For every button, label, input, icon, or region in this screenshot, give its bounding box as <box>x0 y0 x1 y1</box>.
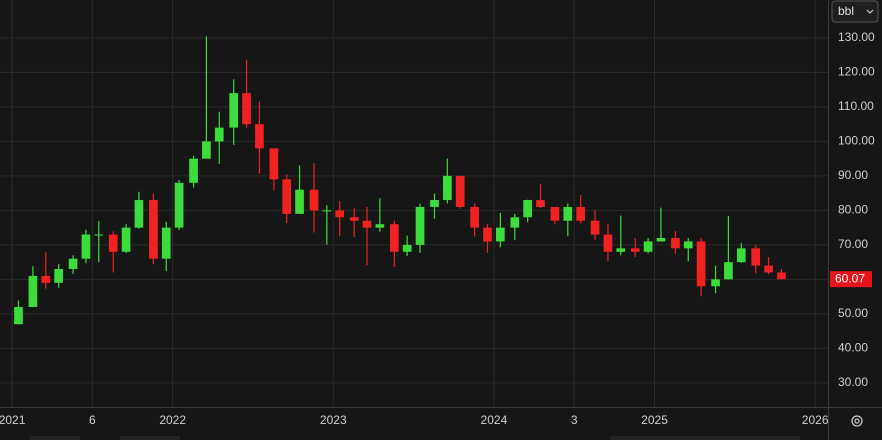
candle-body <box>455 175 465 207</box>
candle-body <box>94 234 104 236</box>
last-price-box <box>830 271 872 288</box>
candle-body <box>255 124 264 149</box>
candle-body <box>295 189 304 214</box>
candle-body <box>442 175 452 201</box>
candle-body <box>630 248 640 252</box>
candle-body <box>777 272 786 280</box>
settings-button[interactable] <box>851 415 863 427</box>
candle-body <box>149 200 158 259</box>
x-tick-label: 2024 <box>481 413 508 427</box>
chevron[interactable] <box>866 9 874 14</box>
candle-body <box>563 206 573 221</box>
candle-body <box>764 265 773 273</box>
candle-body <box>550 206 560 221</box>
y-tick-label: 50.00 <box>838 306 868 320</box>
candle-body <box>349 217 359 221</box>
y-tick-label: 130.00 <box>838 30 875 44</box>
candle-body <box>41 275 51 283</box>
candle-body <box>736 248 746 263</box>
candle-body <box>28 275 38 307</box>
x-tick-label: 3 <box>571 413 578 427</box>
candle-body <box>362 220 372 228</box>
candle-body <box>536 200 545 207</box>
candle-body <box>656 237 666 242</box>
y-tick-label: 80.00 <box>838 203 868 217</box>
candle-body <box>696 241 706 287</box>
candle-body <box>134 200 144 228</box>
unit-label[interactable]: bbl <box>838 4 854 18</box>
y-tick-label: 70.00 <box>838 237 868 251</box>
candle-body <box>603 234 613 252</box>
candle-body <box>590 220 600 235</box>
candle-body <box>121 227 131 252</box>
candle-body <box>402 244 412 252</box>
candle-body <box>683 241 693 249</box>
candle-body <box>108 234 118 252</box>
y-tick-label: 90.00 <box>838 168 868 182</box>
bottom-tabs <box>30 436 800 440</box>
candle-body <box>189 158 198 183</box>
tab[interactable] <box>30 436 80 440</box>
candle-body <box>711 279 720 287</box>
y-tick-label: 40.00 <box>838 341 868 355</box>
unit-box[interactable] <box>831 0 879 23</box>
candle-body <box>14 306 23 325</box>
candle-body <box>389 224 399 252</box>
candle-body <box>375 224 385 228</box>
y-tick-label: 110.00 <box>838 99 874 113</box>
x-tick-label: 6 <box>89 413 96 427</box>
candle-body <box>309 189 319 211</box>
settings-icon[interactable] <box>851 415 863 427</box>
candle-body <box>335 210 345 218</box>
candle-body <box>68 258 78 270</box>
candle-body <box>415 206 425 245</box>
candle-body <box>81 234 91 259</box>
last-price-label: 60.07 <box>835 271 865 285</box>
tab[interactable] <box>120 436 180 440</box>
candles <box>14 36 786 325</box>
candle-body <box>54 269 63 283</box>
y-tick-label: 30.00 <box>838 375 868 389</box>
axes: 30.0040.0050.0060.0070.0080.0090.00100.0… <box>0 30 875 427</box>
candle-body <box>202 141 211 159</box>
candle-body <box>242 93 251 125</box>
y-tick-label: 100.00 <box>838 134 875 148</box>
settings-icon-center[interactable] <box>854 418 860 424</box>
x-tick-label: 2026 <box>802 413 829 427</box>
candle-body <box>576 206 585 221</box>
candle-body <box>495 227 505 242</box>
candle-body <box>483 227 492 242</box>
candle-body <box>229 93 239 128</box>
tab[interactable] <box>610 436 800 440</box>
candle-body <box>671 237 680 249</box>
candle-body <box>322 210 332 212</box>
x-tick-label: 2021 <box>0 413 26 427</box>
candle-body <box>724 262 733 280</box>
candle-body <box>616 248 626 252</box>
x-tick-label: 2023 <box>320 413 347 427</box>
x-tick-label: 2025 <box>641 413 668 427</box>
candle-body <box>269 148 279 180</box>
candle-body <box>643 241 653 252</box>
candle-body <box>214 127 224 142</box>
x-tick-label: 2022 <box>159 413 186 427</box>
candle-body <box>161 227 171 259</box>
unit-selector[interactable]: bbl <box>831 0 879 23</box>
candle-body <box>470 206 479 228</box>
y-tick-label: 120.00 <box>838 65 875 79</box>
candle-body <box>174 182 184 228</box>
candle-body <box>430 200 439 207</box>
candle-body <box>523 200 532 218</box>
candle-body <box>751 248 761 266</box>
candle-body <box>510 217 520 228</box>
candle-body <box>282 179 292 214</box>
